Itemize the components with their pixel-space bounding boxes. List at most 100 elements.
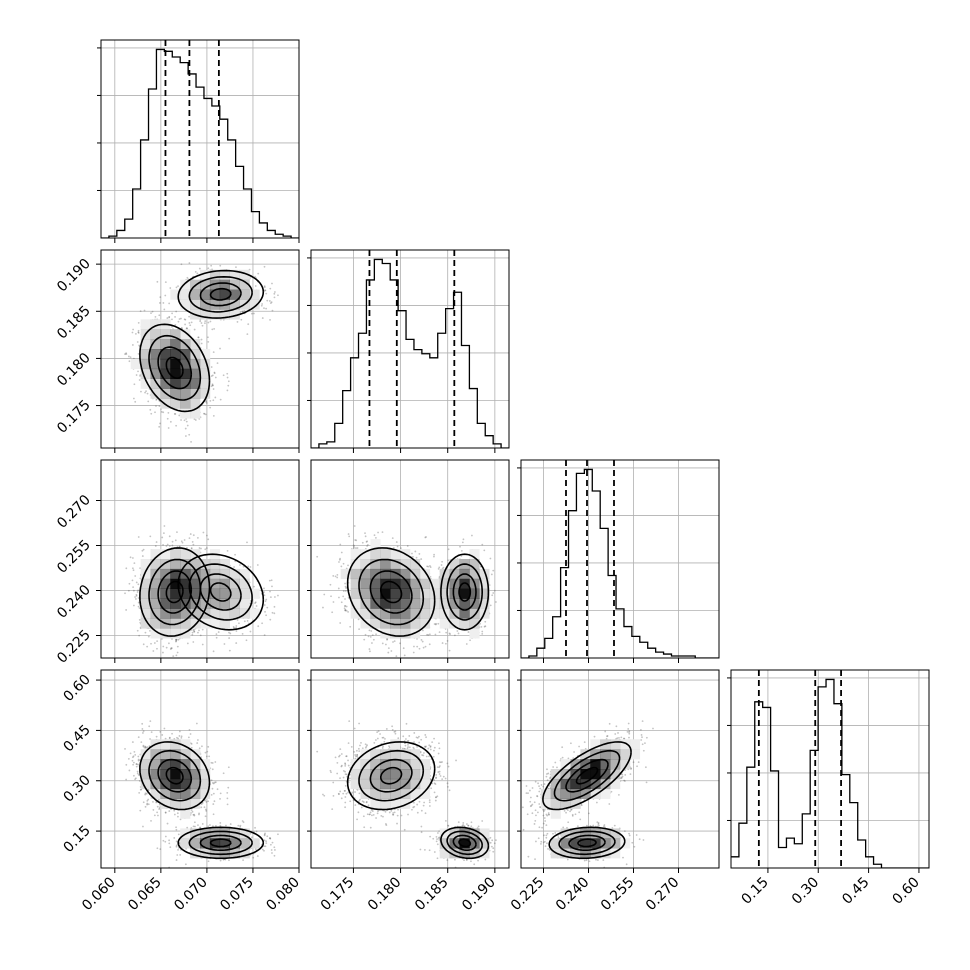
sample-point <box>191 631 194 634</box>
sample-point <box>162 651 164 654</box>
sample-point <box>226 550 229 552</box>
sample-point <box>260 304 263 307</box>
sample-point <box>265 307 268 310</box>
sample-point <box>227 384 230 387</box>
sample-point <box>251 312 253 315</box>
sample-point <box>263 265 266 268</box>
sample-point <box>177 285 179 288</box>
sample-point <box>273 292 276 295</box>
sample-point <box>211 383 214 386</box>
panel-content <box>124 262 279 443</box>
sample-point <box>166 543 169 546</box>
sample-point <box>190 321 193 324</box>
sample-point <box>170 647 173 650</box>
sample-point <box>134 598 137 600</box>
sample-point <box>226 389 229 392</box>
sample-point <box>209 406 212 409</box>
sample-point <box>197 336 200 339</box>
sample-point <box>203 412 205 415</box>
sample-point <box>145 390 147 393</box>
sample-point <box>171 544 174 547</box>
sample-point <box>243 309 246 312</box>
sample-point <box>162 543 164 546</box>
sample-point <box>168 302 171 305</box>
sample-point <box>210 385 213 388</box>
histogram-1 <box>311 258 509 448</box>
sample-point <box>197 336 200 339</box>
sample-point <box>171 325 173 328</box>
panel-1-1 <box>307 249 510 453</box>
sample-point <box>212 399 215 402</box>
sample-point <box>144 631 147 634</box>
sample-point <box>168 535 171 538</box>
sample-point <box>158 405 161 408</box>
sample-point <box>149 535 152 538</box>
sample-point <box>175 310 178 313</box>
sample-point <box>190 440 192 443</box>
sample-point <box>137 329 140 332</box>
sample-point <box>175 286 178 289</box>
sample-point <box>174 539 177 542</box>
sample-point <box>137 605 140 608</box>
sample-point <box>136 591 139 593</box>
sample-point <box>146 645 149 648</box>
sample-point <box>138 618 141 621</box>
sample-point <box>177 638 180 641</box>
sample-point <box>142 548 145 551</box>
density-cell <box>180 388 191 399</box>
sample-point <box>263 634 266 637</box>
sample-point <box>223 643 226 645</box>
sample-point <box>239 564 241 566</box>
sample-point <box>196 536 199 539</box>
sample-point <box>198 267 201 270</box>
sample-point <box>135 581 138 584</box>
sample-point <box>183 318 186 321</box>
sample-point <box>213 327 216 330</box>
sample-point <box>125 609 128 611</box>
sample-point <box>134 596 136 598</box>
sample-point <box>199 320 202 323</box>
sample-point <box>192 641 195 643</box>
sample-point <box>200 547 202 550</box>
sample-point <box>212 388 215 390</box>
sample-point <box>165 646 168 649</box>
sample-point <box>174 316 176 318</box>
sample-point <box>211 384 214 387</box>
sample-point <box>150 642 152 645</box>
sample-point <box>131 344 134 346</box>
sample-point <box>172 655 175 658</box>
sample-point <box>128 582 131 585</box>
sample-point <box>213 372 216 375</box>
sample-point <box>184 323 187 326</box>
sample-point <box>165 545 168 547</box>
sample-point <box>241 632 244 635</box>
sample-point <box>136 341 139 343</box>
density-cell <box>160 358 171 370</box>
sample-point <box>188 315 191 318</box>
sample-point <box>219 347 221 350</box>
sample-point <box>241 310 244 313</box>
sample-point <box>246 541 248 544</box>
panel-frame <box>310 249 510 449</box>
sample-point <box>151 310 154 313</box>
sample-point <box>142 643 145 646</box>
sample-point <box>128 360 131 363</box>
y-tick-label: 0.185 <box>54 303 94 343</box>
sample-point <box>138 379 141 381</box>
sample-point <box>235 266 237 269</box>
sample-point <box>161 536 164 539</box>
sample-point <box>137 370 139 373</box>
sample-point <box>164 294 167 297</box>
sample-point <box>228 649 231 652</box>
sample-point <box>183 419 186 422</box>
sample-point <box>226 372 229 375</box>
sample-point <box>197 631 199 634</box>
sample-point <box>132 569 135 572</box>
sample-point <box>183 539 186 541</box>
sample-point <box>204 322 206 325</box>
sample-point <box>254 275 256 278</box>
panel-0-0 <box>97 39 300 243</box>
sample-point <box>124 353 126 355</box>
sample-point <box>184 435 187 437</box>
sample-point <box>205 547 208 549</box>
